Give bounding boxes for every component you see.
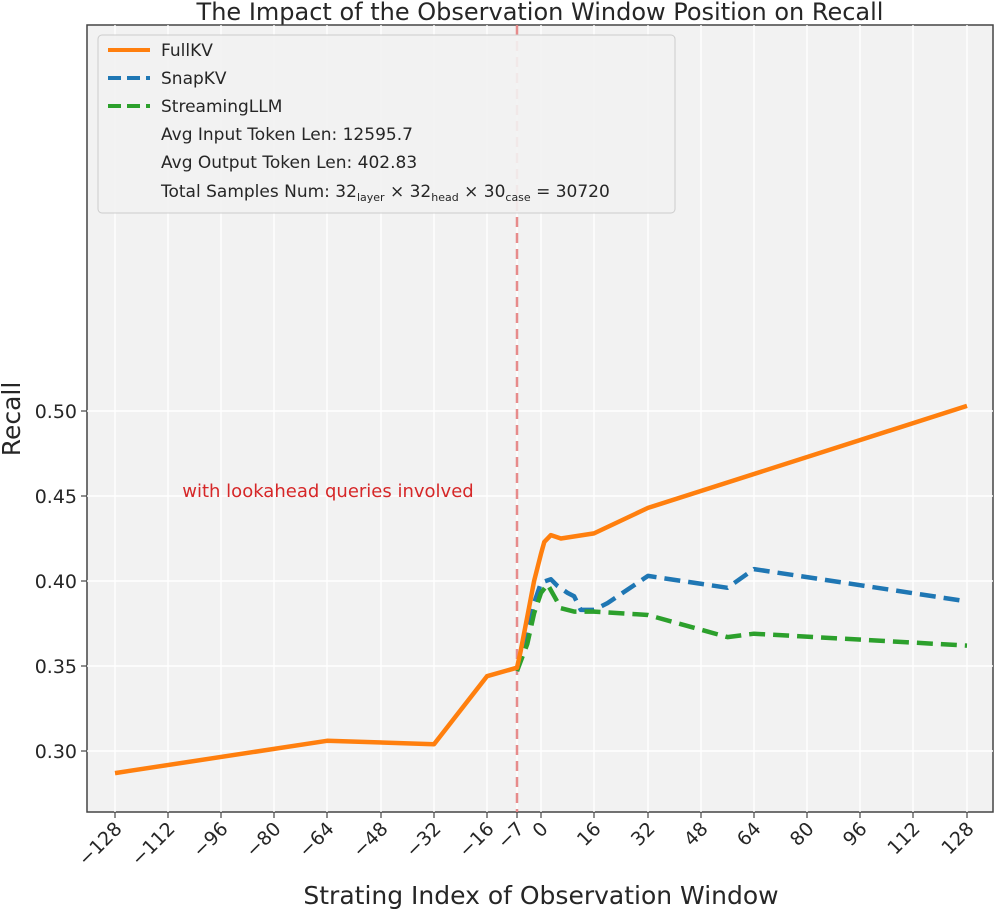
x-tick-label: −112 [127, 818, 179, 870]
lookahead-annotation: with lookahead queries involved [182, 481, 473, 502]
x-tick-label: 112 [883, 818, 924, 859]
y-tick-label: 0.35 [35, 656, 77, 678]
y-tick-label: 0.50 [35, 401, 77, 423]
legend-avg-input: Avg Input Token Len: 12595.7 [161, 125, 413, 145]
legend-label-streamingllm: StreamingLLM [161, 97, 282, 117]
x-axis-title: Strating Index of Observation Window [303, 881, 778, 910]
x-tick-label: 64 [733, 818, 766, 851]
y-tick-label: 0.30 [35, 741, 77, 763]
legend-label-fullkv: FullKV [161, 41, 213, 61]
legend-total-samples: Total Samples Num: 32layer × 32head × 30… [160, 182, 610, 204]
x-tick-label: 128 [937, 818, 978, 859]
x-tick-label: −32 [402, 818, 446, 862]
x-tick-label: −7 [493, 818, 528, 853]
x-tick-label: −80 [242, 818, 286, 862]
y-tick-label: 0.45 [35, 486, 77, 508]
series-line-snapkv [514, 566, 968, 672]
legend-box [97, 34, 676, 214]
x-tick-label: 16 [573, 818, 606, 851]
x-tick-label: 48 [680, 818, 713, 851]
legend: FullKV SnapKV StreamingLLM Avg Input Tok… [97, 34, 676, 214]
x-tick-label: 32 [627, 818, 660, 851]
series-lines [114, 403, 968, 776]
x-tick-label: −128 [74, 818, 126, 870]
y-axis-title: Recall [0, 382, 26, 457]
legend-avg-output: Avg Output Token Len: 402.83 [161, 153, 417, 173]
x-tick-label: 0 [528, 818, 552, 842]
legend-label-snapkv: SnapKV [161, 69, 227, 89]
x-tick-label: 80 [786, 818, 819, 851]
x-tick-label: −16 [455, 818, 499, 862]
series-line-streamingllm [514, 582, 968, 672]
x-tick-label: −64 [295, 818, 339, 862]
x-tick-label: −96 [189, 818, 233, 862]
x-tick-label: 96 [839, 818, 872, 851]
y-axis-ticks: 0.30 0.35 0.40 0.45 0.50 [35, 401, 87, 763]
chart-title: The Impact of the Observation Window Pos… [196, 0, 884, 26]
y-tick-label: 0.40 [35, 571, 77, 593]
series-line-fullkv [114, 403, 968, 776]
x-tick-label: −48 [349, 818, 393, 862]
x-axis-ticks: −128 −112 −96 −80 −64 −48 −32 −16−7 0 16 32 48 64 80 9… [74, 812, 979, 870]
